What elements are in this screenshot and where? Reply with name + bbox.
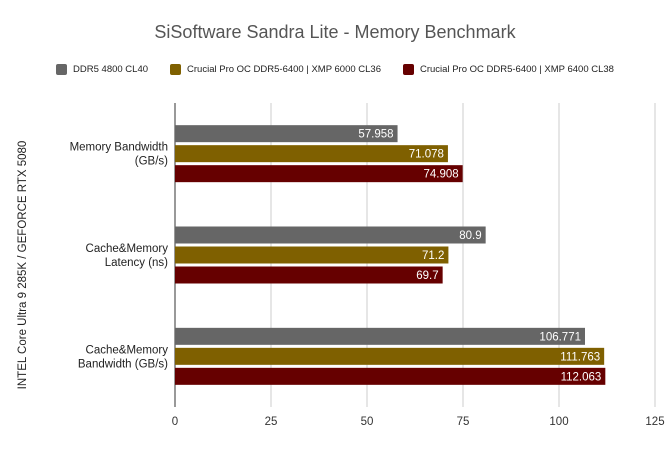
legend-label: Crucial Pro OC DDR5-6400 | XMP 6400 CL38: [420, 64, 614, 75]
x-tick-label: 125: [645, 416, 664, 428]
legend: DDR5 4800 CL40 Crucial Pro OC DDR5-6400 …: [0, 64, 670, 75]
bar: [175, 246, 449, 264]
bar: [175, 165, 463, 183]
data-label: 111.763: [560, 351, 600, 363]
x-tick-label: 100: [549, 416, 568, 428]
data-label: 106.771: [539, 331, 581, 343]
legend-label: Crucial Pro OC DDR5-6400 | XMP 6000 CL36: [187, 64, 381, 75]
bar: [175, 266, 443, 284]
legend-item-xmp-6000: Crucial Pro OC DDR5-6400 | XMP 6000 CL36: [170, 64, 381, 75]
x-tick-label: 0: [172, 416, 178, 428]
category-label: Memory Bandwidth: [70, 142, 168, 154]
bar: [175, 367, 606, 385]
category-label: Cache&Memory: [86, 243, 169, 255]
data-label: 71.078: [409, 149, 444, 161]
data-label: 71.2: [422, 250, 444, 262]
legend-swatch: [56, 64, 68, 75]
bar: [175, 327, 586, 345]
data-label: 80.9: [459, 230, 481, 242]
data-label: 74.908: [423, 169, 458, 181]
category-label: (GB/s): [135, 156, 168, 168]
data-label: 69.7: [416, 270, 438, 282]
x-tick-label: 75: [457, 416, 470, 428]
x-tick-label: 25: [265, 416, 278, 428]
legend-swatch: [403, 64, 414, 75]
legend-item-xmp-6400: Crucial Pro OC DDR5-6400 | XMP 6400 CL38: [403, 64, 614, 75]
legend-swatch: [170, 64, 182, 75]
bar: [175, 145, 448, 163]
data-label: 57.958: [358, 129, 393, 141]
category-label: Latency (ns): [105, 257, 168, 269]
bar: [175, 226, 486, 244]
x-tick-label: 50: [361, 416, 374, 428]
bar: [175, 347, 605, 365]
bar: [175, 125, 398, 143]
chart-title: SiSoftware Sandra Lite - Memory Benchmar…: [154, 22, 516, 42]
data-label: 112.063: [561, 371, 602, 383]
category-label: Bandwidth (GB/s): [78, 358, 168, 370]
category-label: Cache&Memory: [86, 344, 169, 356]
legend-label: DDR5 4800 CL40: [73, 64, 149, 75]
legend-item-ddr5-4800: DDR5 4800 CL40: [56, 64, 148, 75]
